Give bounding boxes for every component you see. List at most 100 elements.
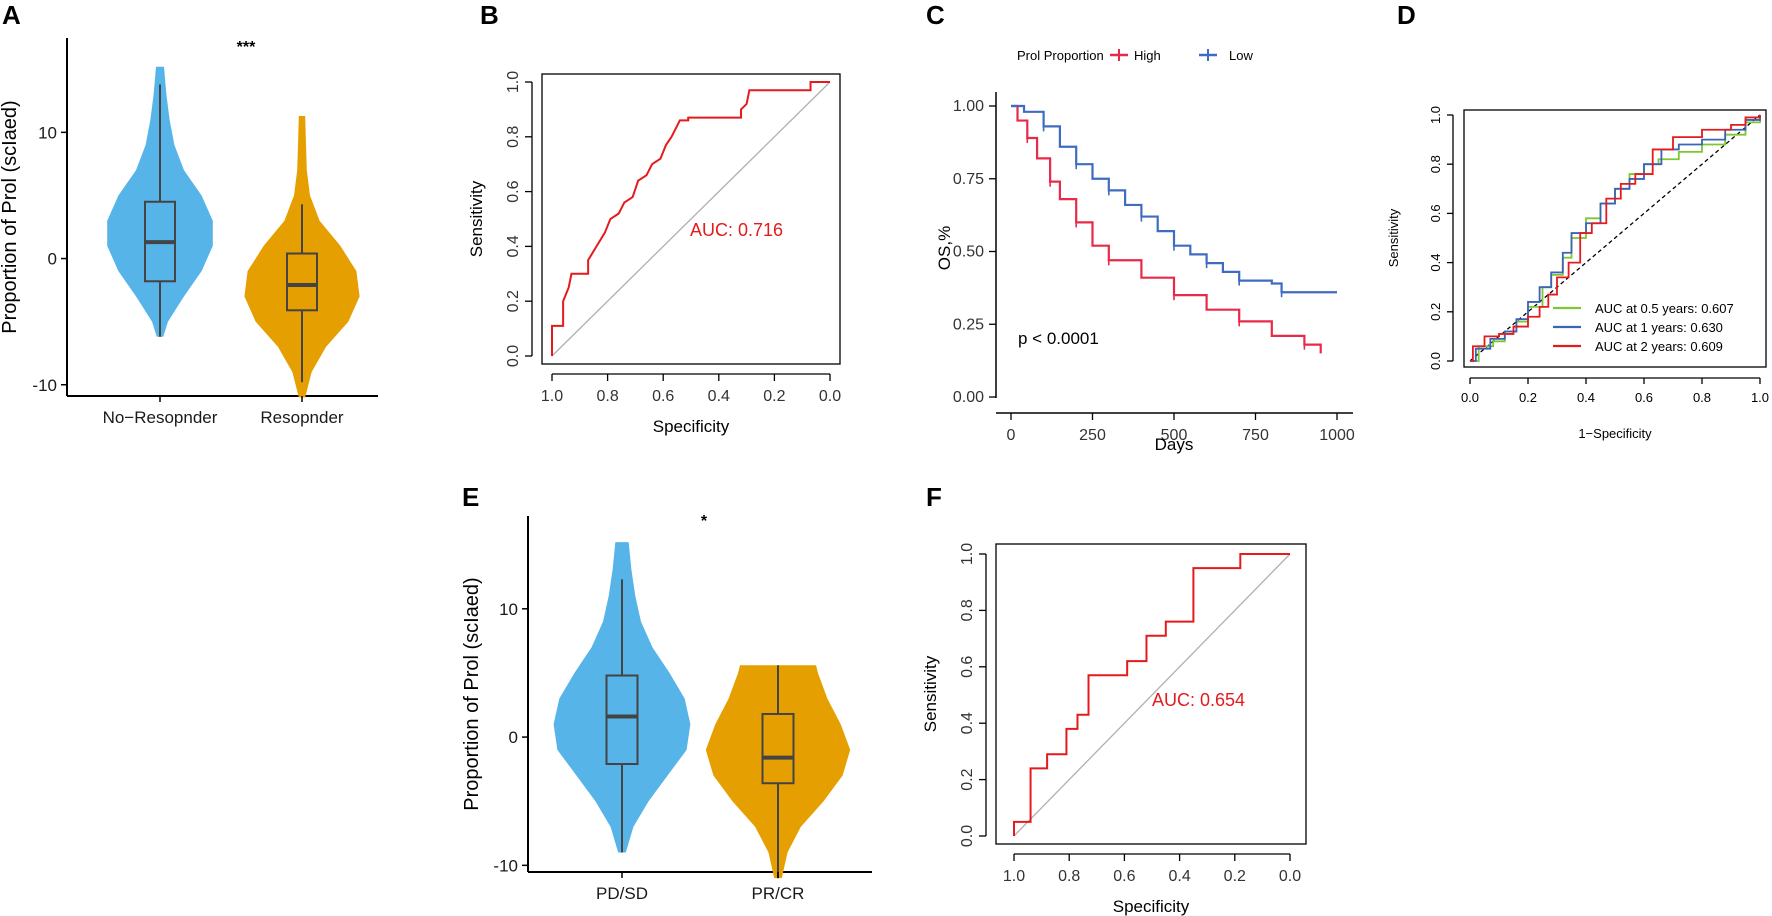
y-tick-label: 0.6 xyxy=(505,180,522,202)
x-tick-label: 1.0 xyxy=(1003,868,1025,885)
x-tick-label: PD/SD xyxy=(596,884,648,903)
y-tick-label: 10 xyxy=(38,123,57,142)
panel-label-b: B xyxy=(480,0,499,30)
y-tick-label: 0.0 xyxy=(959,825,976,847)
x-tick-label: 0.4 xyxy=(708,388,730,405)
x-tick-label: 0.0 xyxy=(819,388,841,405)
panel-label-c: C xyxy=(926,0,945,30)
y-tick-label: 0.2 xyxy=(1428,303,1443,321)
y-tick-label: 0.4 xyxy=(1428,254,1443,272)
x-tick-label: 250 xyxy=(1079,427,1106,444)
y-axis-title: Sensitivity xyxy=(921,655,940,732)
y-tick-label: 0.50 xyxy=(953,244,984,261)
x-axis-title: 1−Specificity xyxy=(1578,426,1652,441)
panel-a-violin: -10 0 10 Proportion of Prol (scIaed) *** No−R… xyxy=(0,38,378,427)
y-axis-title: OS,% xyxy=(935,226,954,270)
x-tick-label: 0.8 xyxy=(1693,390,1711,405)
y-tick-label: -10 xyxy=(32,376,57,395)
panel-label-e: E xyxy=(462,482,479,512)
x-tick-label: 0.2 xyxy=(763,388,785,405)
y-tick-label: 0.25 xyxy=(953,316,984,333)
y-tick-label: 0.0 xyxy=(1428,352,1443,370)
y-tick-label: 0 xyxy=(48,250,57,269)
x-tick-label: No−Resopnder xyxy=(103,408,218,427)
iqr-box xyxy=(286,252,318,312)
y-tick-label: 0.2 xyxy=(959,768,976,790)
iqr-box xyxy=(761,712,795,785)
x-tick-label: 0.4 xyxy=(1577,390,1595,405)
y-tick-label: 0.8 xyxy=(1428,155,1443,173)
x-tick-label: 0 xyxy=(1007,427,1016,444)
y-axis-title: Sensitivity xyxy=(1386,208,1401,267)
x-tick-label: 0.0 xyxy=(1461,390,1479,405)
y-tick-label: -10 xyxy=(493,856,518,875)
x-tick-label: PR/CR xyxy=(752,884,805,903)
y-tick-label: 0.4 xyxy=(505,235,522,257)
x-tick-label: 1.0 xyxy=(1751,390,1769,405)
auc-label: AUC: 0.716 xyxy=(690,220,783,240)
y-tick-label: 0.00 xyxy=(953,389,984,406)
x-tick-label: 0.8 xyxy=(1058,868,1080,885)
legend-label-2: AUC at 1 years: 0.630 xyxy=(1595,320,1723,335)
diagonal-reference-line xyxy=(1013,553,1291,837)
legend-label-high: High xyxy=(1134,48,1161,63)
p-value-label: p < 0.0001 xyxy=(1018,329,1099,348)
y-tick-label: 0.6 xyxy=(959,656,976,678)
y-tick-label: 0.2 xyxy=(505,290,522,312)
legend-label-1: AUC at 0.5 years: 0.607 xyxy=(1595,301,1734,316)
panel-c-survival: 0 250 500 750 1000 0.00 0.25 0.50 0.75 1.00 Days OS… xyxy=(935,48,1355,454)
y-tick-label: 0.4 xyxy=(959,712,976,734)
plot-frame xyxy=(541,73,841,365)
legend-title: Prol Proportion xyxy=(1017,48,1104,63)
diagonal-reference-line xyxy=(551,81,831,357)
x-tick-label: Resopnder xyxy=(260,408,344,427)
x-tick-label: 0.6 xyxy=(1113,868,1135,885)
x-tick-label: 750 xyxy=(1242,427,1269,444)
panel-f-roc: 1.0 0.8 0.6 0.4 0.2 0.0 0.0 0.2 0.4 0.6 0.8 1.0 Spec… xyxy=(921,543,1307,916)
y-tick-label: 0.8 xyxy=(959,599,976,621)
roc-curve-3 xyxy=(1470,115,1761,362)
x-tick-label: 0.6 xyxy=(652,388,674,405)
x-tick-label: 1.0 xyxy=(541,388,563,405)
roc-curve xyxy=(551,81,830,356)
y-tick-label: 1.0 xyxy=(1428,106,1443,124)
y-axis-title: Sensitivity xyxy=(467,180,486,257)
y-tick-label: 10 xyxy=(499,600,518,619)
roc-curve xyxy=(1013,553,1290,836)
y-tick-label: 0.6 xyxy=(1428,204,1443,222)
y-tick-label: 0.8 xyxy=(505,126,522,148)
significance-stars: *** xyxy=(237,39,256,56)
panel-b-roc: 1.0 0.8 0.6 0.4 0.2 0.0 0.0 0.2 0.4 0.6 0.8 1.0 Spec… xyxy=(467,71,841,436)
legend-label-3: AUC at 2 years: 0.609 xyxy=(1595,339,1723,354)
x-tick-label: 0.6 xyxy=(1635,390,1653,405)
y-axis-title: Proportion of Prol (scIaed) xyxy=(0,100,21,333)
x-tick-label: 0.4 xyxy=(1168,868,1190,885)
panel-label-d: D xyxy=(1397,0,1416,30)
y-tick-label: 1.00 xyxy=(953,98,984,115)
survival-curve-high xyxy=(1011,104,1322,354)
x-tick-label: 0.2 xyxy=(1519,390,1537,405)
x-tick-label: 0.8 xyxy=(596,388,618,405)
y-tick-label: 0 xyxy=(509,728,518,747)
panel-label-f: F xyxy=(926,482,942,512)
plot-frame xyxy=(995,543,1307,845)
x-tick-label: 500 xyxy=(1161,427,1188,444)
legend-label-low: Low xyxy=(1229,48,1253,63)
x-tick-label: 1000 xyxy=(1319,427,1355,444)
plot-frame xyxy=(1463,109,1767,368)
iqr-box xyxy=(605,674,639,766)
x-axis-title: Specificity xyxy=(1113,897,1190,916)
significance-stars: * xyxy=(701,513,708,530)
y-tick-label: 1.0 xyxy=(959,543,976,565)
x-tick-label: 0.2 xyxy=(1224,868,1246,885)
auc-label: AUC: 0.654 xyxy=(1152,690,1245,710)
x-axis-title: Specificity xyxy=(653,417,730,436)
panel-d-time-roc: 0.0 0.2 0.4 0.6 0.8 1.0 0.0 0.2 0.4 0.6 0.8 1.0 1−Sp… xyxy=(1386,106,1769,441)
x-tick-label: 0.0 xyxy=(1279,868,1301,885)
roc-curve-2 xyxy=(1470,115,1761,362)
y-tick-label: 1.0 xyxy=(505,71,522,93)
y-tick-label: 0.0 xyxy=(505,345,522,367)
panel-label-a: A xyxy=(2,0,21,30)
x-axis-title: Days xyxy=(1155,435,1194,454)
